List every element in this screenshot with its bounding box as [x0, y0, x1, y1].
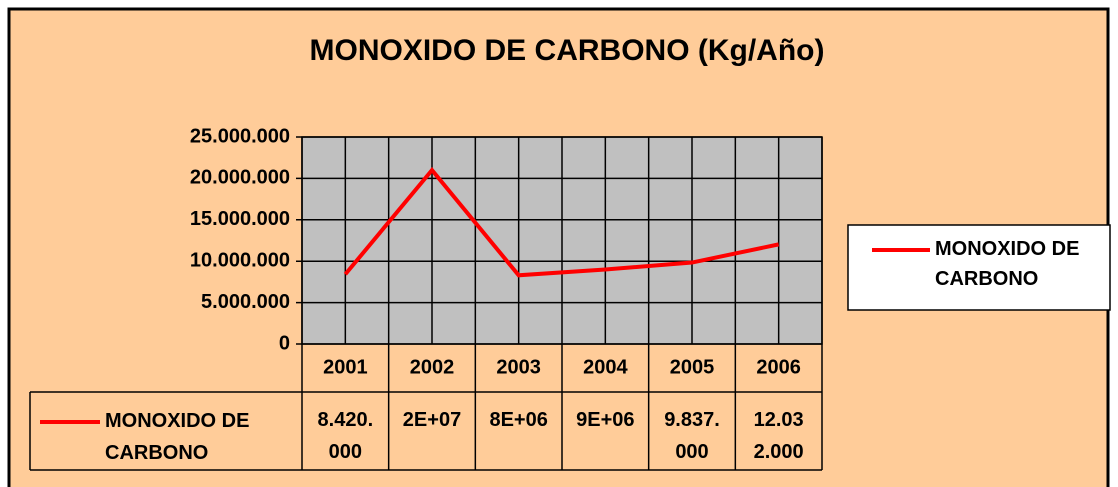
y-tick-label: 15.000.000	[190, 208, 290, 230]
table-value: 8.420.000	[317, 409, 374, 463]
table-value: 9E+06	[576, 409, 635, 431]
y-tick-label: 5.000.000	[201, 291, 290, 313]
table-value: 2E+07	[402, 409, 462, 431]
x-tick-label: 2005	[670, 356, 715, 378]
legend-box	[847, 224, 1111, 311]
y-tick-label: 10.000.000	[190, 249, 290, 271]
table-series-name: MONOXIDO DE CARBONO	[105, 410, 250, 464]
table-value: 12.032.000	[753, 409, 804, 463]
table-value: 9.837.000	[664, 409, 720, 463]
y-tick-label: 20.000.000	[190, 167, 290, 189]
x-tick-label: 2006	[756, 356, 801, 378]
legend-label: MONOXIDO DE CARBONO	[935, 238, 1080, 290]
chart-title: MONOXIDO DE CARBONO (Kg/Año)	[310, 34, 825, 67]
data-line	[343, 166, 780, 278]
x-tick-label: 2003	[496, 356, 541, 378]
x-tick-label: 2002	[410, 356, 455, 378]
x-tick-label: 2004	[583, 356, 628, 378]
x-tick-label: 2001	[323, 356, 368, 378]
y-tick-label: 25.000.000	[190, 125, 290, 147]
y-tick-label: 0	[279, 332, 290, 354]
table-value: 8E+06	[489, 409, 548, 431]
